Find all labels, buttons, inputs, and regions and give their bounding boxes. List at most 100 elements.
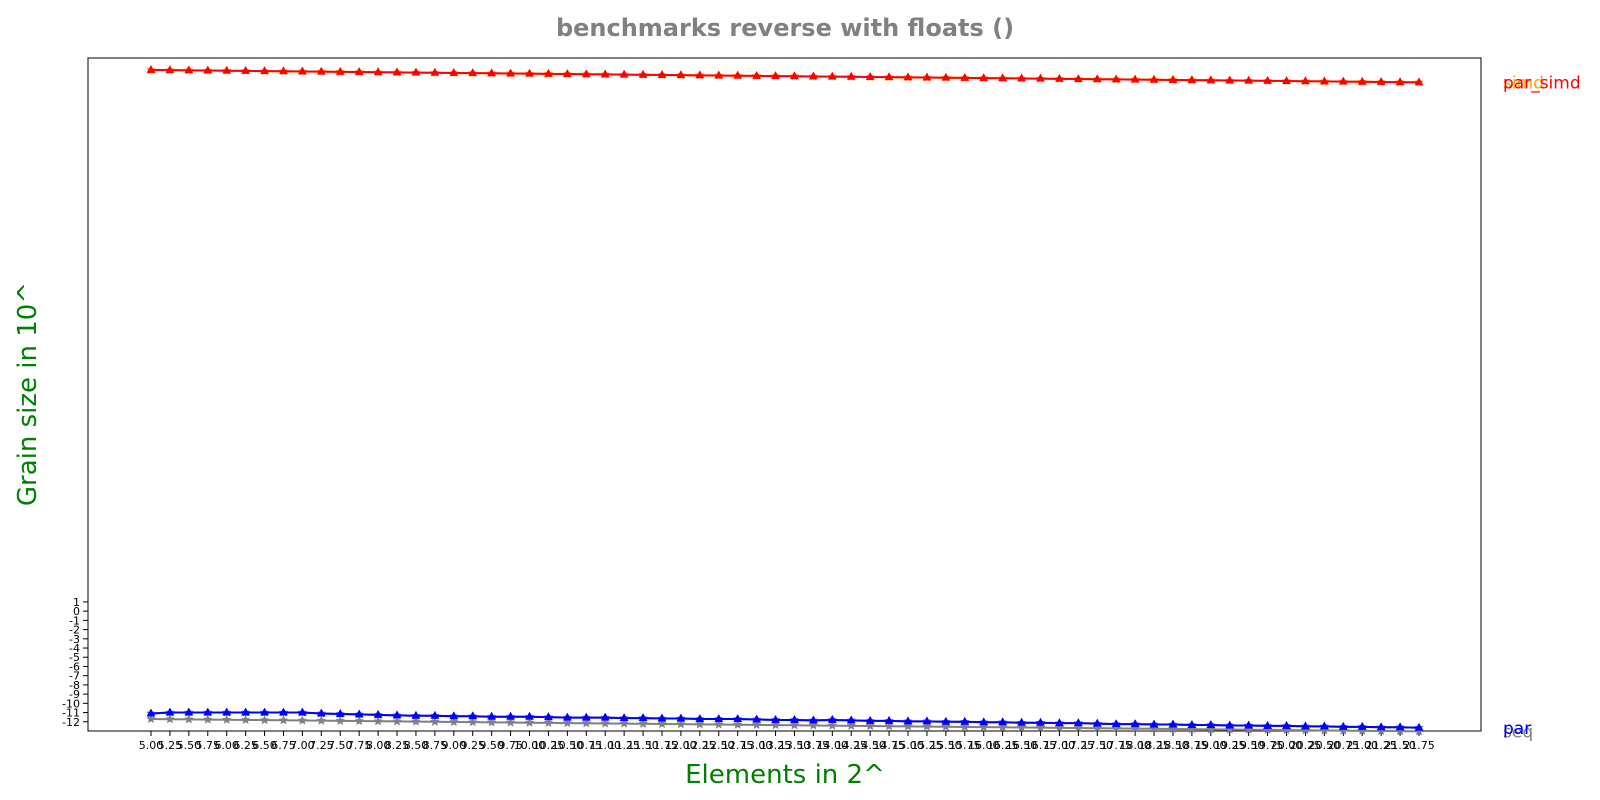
data-point	[1244, 75, 1254, 84]
data-point	[468, 68, 478, 77]
data-point	[278, 715, 289, 725]
y-axis-label: Grain size in 10^	[13, 282, 43, 506]
data-point	[1395, 722, 1405, 731]
y-tick-label: -12	[62, 716, 80, 729]
x-tick-label: 6.75	[271, 739, 296, 752]
data-point	[846, 715, 856, 724]
data-point	[241, 65, 251, 74]
data-point	[430, 67, 440, 76]
data-point	[676, 713, 686, 722]
x-tick-label: 19.00	[1195, 739, 1227, 752]
data-point	[1149, 74, 1159, 83]
x-tick-label: 10.50	[552, 739, 584, 752]
data-point	[600, 712, 610, 721]
data-point	[524, 717, 535, 727]
y-tick-label: -4	[69, 642, 80, 655]
x-tick-label: 21.25	[1365, 739, 1397, 752]
data-point	[638, 713, 648, 722]
x-tick-label: 5.75	[196, 739, 221, 752]
series-label: par	[1503, 719, 1531, 739]
data-point	[998, 717, 1008, 726]
data-point	[600, 69, 610, 78]
y-tick-label: -8	[69, 679, 80, 692]
data-point	[1206, 75, 1216, 84]
data-point	[543, 717, 554, 728]
data-point	[411, 710, 421, 719]
data-point	[676, 70, 686, 79]
x-tick-label: 6.50	[252, 739, 277, 752]
data-point	[676, 719, 686, 729]
data-point	[562, 712, 572, 721]
series-label: simd	[1503, 73, 1544, 93]
x-tick-label: 11.75	[646, 739, 678, 752]
data-point	[525, 711, 534, 720]
y-tick-label: -9	[69, 688, 80, 701]
x-tick-label: 11.25	[608, 739, 640, 752]
data-point	[259, 714, 270, 725]
data-point	[335, 715, 346, 726]
data-point	[638, 718, 648, 728]
x-tick-label: 9.50	[479, 739, 504, 752]
data-point	[203, 65, 213, 74]
y-tick-label: -3	[69, 633, 80, 646]
data-point	[865, 720, 876, 731]
data-point	[827, 714, 837, 723]
data-point	[297, 66, 307, 75]
data-point	[1376, 722, 1386, 731]
data-point	[827, 71, 837, 80]
data-point	[411, 716, 421, 726]
data-point	[941, 72, 951, 81]
data-point	[752, 70, 762, 79]
data-point	[884, 72, 894, 81]
data-point	[1319, 76, 1329, 85]
data-point	[487, 711, 497, 720]
data-point	[789, 720, 800, 730]
data-point	[279, 66, 288, 75]
data-point	[1054, 718, 1064, 727]
x-tick-label: 12.50	[703, 739, 735, 752]
x-tick-label: 16.50	[1006, 739, 1038, 752]
data-point	[619, 69, 629, 78]
data-point	[184, 65, 194, 74]
x-tick-label: 18.25	[1138, 739, 1170, 752]
x-tick-label: 21.50	[1384, 739, 1416, 752]
series-label: par_simd	[1503, 73, 1581, 93]
data-point	[543, 68, 553, 77]
data-point	[979, 73, 989, 82]
data-point	[733, 714, 743, 722]
y-tick-label: 0	[73, 605, 80, 618]
chart-title: benchmarks reverse with floats ()	[556, 14, 1014, 42]
data-point	[354, 709, 364, 718]
data-point	[1130, 74, 1140, 83]
x-tick-label: 5.50	[177, 739, 202, 752]
data-point	[1395, 77, 1405, 86]
x-tick-label: 16.00	[968, 739, 1000, 752]
data-point	[1073, 74, 1083, 82]
data-point	[354, 715, 365, 726]
x-tick-label: 5.00	[139, 739, 164, 752]
data-point	[1187, 719, 1197, 728]
data-point	[373, 716, 383, 726]
data-point	[1073, 722, 1084, 733]
x-tick-label: 20.00	[1271, 739, 1303, 752]
x-tick-label: 5.25	[158, 739, 183, 752]
data-point	[1036, 717, 1045, 726]
data-point	[808, 715, 818, 724]
data-point	[1319, 721, 1329, 730]
x-tick-label: 7.50	[328, 739, 353, 752]
x-tick-label: 15.25	[911, 739, 943, 752]
data-point	[1338, 721, 1348, 730]
data-point	[940, 721, 951, 731]
x-tick-label: 7.00	[290, 739, 315, 752]
data-point	[1263, 720, 1273, 729]
data-point	[1111, 74, 1121, 83]
x-tick-label: 8.50	[404, 739, 429, 752]
x-tick-label: 7.75	[347, 739, 372, 752]
data-point	[429, 716, 440, 726]
x-tick-label: 14.25	[835, 739, 867, 752]
series-line	[150, 711, 1420, 729]
x-axis-label: Elements in 2^	[685, 760, 885, 790]
data-point	[241, 707, 251, 716]
data-point	[846, 71, 856, 80]
